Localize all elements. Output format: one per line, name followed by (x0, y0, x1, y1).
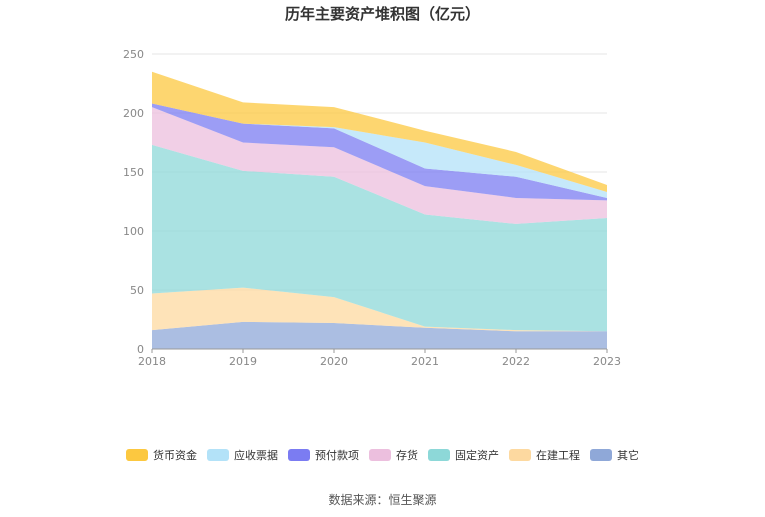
area-货币资金 (152, 71, 607, 193)
x-tick-label: 2019 (229, 355, 257, 368)
legend-label: 预付款项 (315, 449, 359, 462)
area-series (152, 71, 607, 349)
y-tick-label: 100 (123, 225, 144, 238)
legend-swatch (369, 449, 391, 461)
legend-item-货币资金[interactable]: 货币资金 (126, 447, 197, 463)
legend: 货币资金 应收票据 预付款项 存货 固定资产 在建工程 其它 (0, 447, 765, 463)
x-tick-label: 2023 (593, 355, 621, 368)
area-固定资产 (152, 144, 607, 332)
legend-item-其它[interactable]: 其它 (590, 447, 639, 463)
legend-swatch (126, 449, 148, 461)
area-其它 (152, 321, 607, 349)
y-tick-label: 0 (137, 343, 144, 356)
area-预付款项 (152, 103, 607, 201)
area-在建工程 (152, 287, 607, 332)
y-tick-label: 150 (123, 166, 144, 179)
legend-swatch (428, 449, 450, 461)
y-tick-label: 50 (130, 284, 144, 297)
legend-label: 其它 (617, 449, 639, 462)
legend-swatch (590, 449, 612, 461)
legend-swatch (207, 449, 229, 461)
chart-title: 历年主要资产堆积图（亿元） (284, 5, 480, 23)
legend-label: 固定资产 (455, 449, 499, 462)
legend-swatch (288, 449, 310, 461)
data-source: 数据来源：恒生聚源 (328, 493, 437, 507)
legend-label: 应收票据 (234, 449, 278, 462)
legend-item-在建工程[interactable]: 在建工程 (509, 447, 580, 463)
stacked-area-chart: 0 50 100 150 200 250 2018 2019 2020 2021 2022 2023 (123, 48, 621, 368)
y-tick-label: 200 (123, 107, 144, 120)
axes: 0 50 100 150 200 250 2018 2019 2020 2021 2022 2023 (123, 48, 621, 368)
legend-item-预付款项[interactable]: 预付款项 (288, 447, 359, 463)
legend-swatch (509, 449, 531, 461)
legend-label: 在建工程 (536, 449, 580, 462)
x-tick-label: 2018 (138, 355, 166, 368)
area-存货 (152, 107, 607, 224)
y-tick-label: 250 (123, 48, 144, 61)
x-tick-label: 2022 (502, 355, 530, 368)
x-tick-label: 2020 (320, 355, 348, 368)
legend-item-固定资产[interactable]: 固定资产 (428, 447, 499, 463)
legend-label: 存货 (396, 449, 418, 462)
x-tick-label: 2021 (411, 355, 439, 368)
legend-item-存货[interactable]: 存货 (369, 447, 418, 463)
legend-item-应收票据[interactable]: 应收票据 (207, 447, 278, 463)
legend-label: 货币资金 (153, 449, 197, 462)
area-应收票据 (152, 103, 607, 198)
